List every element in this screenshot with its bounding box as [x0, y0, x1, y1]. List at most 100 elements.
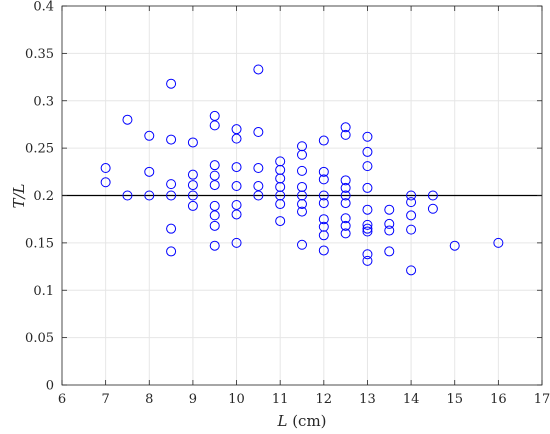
y-axis-label: T/L [10, 183, 28, 208]
x-tick-label: 10 [228, 392, 245, 407]
data-point [340, 190, 351, 201]
data-point [362, 182, 373, 193]
data-point [231, 209, 242, 220]
y-tick-label: 0.25 [25, 142, 54, 157]
data-point [384, 218, 395, 229]
x-axis-label: L (cm) [276, 412, 326, 430]
y-tick-label: 0.15 [25, 236, 54, 251]
data-point [318, 245, 329, 256]
data-point [144, 190, 155, 201]
data-point [362, 146, 373, 157]
data-point [253, 127, 264, 138]
data-point [253, 163, 264, 174]
data-point [209, 210, 220, 221]
data-point [297, 165, 307, 176]
data-point [406, 224, 417, 235]
data-point [362, 131, 373, 142]
data-point [187, 169, 198, 180]
data-point [187, 190, 198, 201]
x-tick-label: 9 [189, 392, 197, 407]
data-point [166, 78, 177, 89]
x-tick-label: 15 [446, 392, 463, 407]
data-point [384, 246, 395, 257]
data-point [275, 216, 286, 227]
data-point [362, 255, 373, 266]
data-point [406, 197, 417, 208]
x-tick-label: 14 [403, 392, 420, 407]
data-point [493, 237, 504, 248]
data-point [362, 226, 373, 237]
data-point [100, 163, 111, 174]
data-point [449, 240, 460, 251]
data-point [340, 198, 351, 209]
data-point [318, 135, 329, 146]
y-tick-label: 0.4 [33, 0, 54, 15]
x-tick-labels: 6 7 8 9 10 11 12 13 14 15 16 17 [58, 392, 550, 407]
data-point [318, 214, 329, 225]
x-tick-label: 7 [101, 392, 109, 407]
data-point [427, 190, 438, 201]
x-axis-unit: (cm) [287, 412, 326, 430]
data-point [166, 246, 177, 257]
data-point [362, 249, 373, 260]
data-point [166, 223, 177, 234]
data-point [231, 133, 242, 144]
data-point [297, 199, 307, 210]
data-point [122, 190, 133, 201]
data-point [318, 230, 329, 241]
data-point [297, 206, 307, 217]
data-point [318, 174, 329, 185]
data-point [340, 228, 351, 239]
data-point [340, 213, 351, 224]
axis-ticks [61, 5, 543, 386]
data-point [427, 203, 438, 214]
data-point [166, 134, 177, 145]
data-point [362, 204, 373, 215]
data-point [362, 219, 373, 230]
data-point [144, 166, 155, 177]
data-point [340, 122, 351, 133]
y-tick-label: 0.1 [33, 284, 54, 299]
data-point [209, 180, 220, 191]
data-point [340, 175, 351, 186]
data-point [384, 225, 395, 236]
y-tick-label: 0 [46, 379, 54, 394]
data-point [231, 162, 242, 173]
data-point [144, 130, 155, 141]
y-tick-labels: 0 0.05 0.1 0.15 0.2 0.25 0.3 0.35 0.4 [25, 0, 54, 394]
data-point [384, 204, 395, 215]
data-point [166, 190, 177, 201]
data-point [362, 161, 373, 172]
data-point [231, 237, 242, 248]
data-point [187, 200, 198, 211]
y-tick-label: 0.2 [33, 189, 54, 204]
data-point [340, 220, 351, 231]
data-point [406, 190, 417, 201]
data-point [209, 240, 220, 251]
x-tick-label: 11 [272, 392, 289, 407]
x-tick-label: 16 [490, 392, 507, 407]
x-tick-label: 6 [58, 392, 66, 407]
data-point [297, 239, 307, 250]
x-tick-label: 12 [316, 392, 333, 407]
x-tick-label: 17 [534, 392, 550, 407]
data-point [187, 137, 198, 148]
data-point [275, 199, 286, 210]
data-point [253, 190, 264, 201]
data-point [122, 114, 133, 125]
x-tick-label: 8 [145, 392, 153, 407]
data-point [253, 64, 264, 75]
data-point [209, 120, 220, 131]
data-point [187, 180, 198, 191]
data-points [100, 64, 504, 276]
y-tick-label: 0.35 [25, 47, 54, 62]
data-point [318, 190, 329, 201]
data-point [209, 220, 220, 231]
data-point [297, 149, 307, 160]
y-tick-label: 0.05 [25, 331, 54, 346]
data-point [166, 179, 177, 190]
data-point [362, 223, 373, 234]
data-point [100, 177, 111, 188]
data-point [406, 210, 417, 221]
